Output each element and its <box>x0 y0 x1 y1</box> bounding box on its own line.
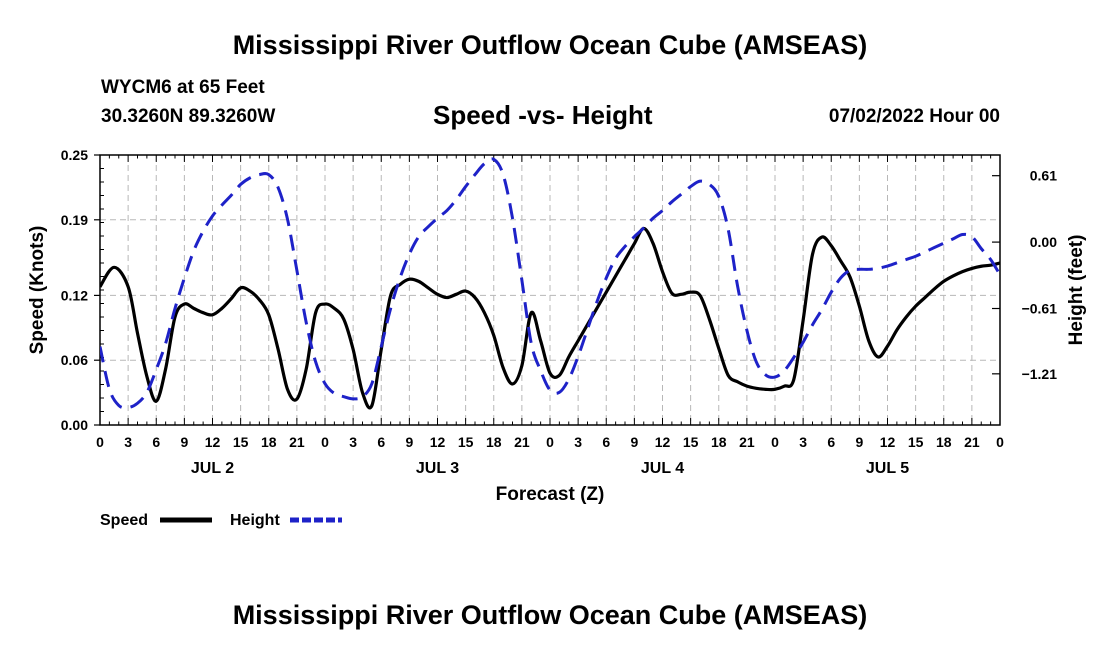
x-tick-label: 0 <box>996 434 1004 450</box>
x-tick-label: 3 <box>799 434 807 450</box>
x-tick-label: 6 <box>602 434 610 450</box>
x-tick-label: 12 <box>655 434 671 450</box>
station-label: WYCM6 at 65 Feet <box>101 77 265 98</box>
x-tick-label: 15 <box>908 434 924 450</box>
x-tick-label: 21 <box>964 434 980 450</box>
x-tick-label: 12 <box>430 434 446 450</box>
day-label: JUL 5 <box>866 460 909 477</box>
day-label: JUL 4 <box>641 460 684 477</box>
y2-tick-label: −0.61 <box>1022 301 1058 317</box>
series-line-height <box>100 157 1000 410</box>
x-tick-label: 21 <box>739 434 755 450</box>
y2-tick-label: 0.00 <box>1030 234 1057 250</box>
day-label: JUL 2 <box>191 460 234 477</box>
x-tick-label: 6 <box>827 434 835 450</box>
series-line-speed <box>100 226 1000 410</box>
x-tick-label: 9 <box>180 434 188 450</box>
legend-label-height: Height <box>230 512 280 529</box>
x-tick-label: 12 <box>205 434 221 450</box>
y2-tick-label: −1.21 <box>1022 366 1058 382</box>
x-tick-label: 18 <box>486 434 502 450</box>
y2-axis-title: Height (feet) <box>1066 235 1087 346</box>
x-tick-label: 3 <box>574 434 582 450</box>
x-tick-label: 18 <box>936 434 952 450</box>
chart-subtitle: Speed -vs- Height <box>433 100 653 130</box>
x-tick-label: 15 <box>683 434 699 450</box>
x-tick-label: 15 <box>458 434 474 450</box>
y-tick-label: 0.00 <box>61 417 88 433</box>
x-tick-label: 21 <box>289 434 305 450</box>
y-axis-title: Speed (Knots) <box>27 226 48 355</box>
x-tick-label: 3 <box>349 434 357 450</box>
x-tick-label: 12 <box>880 434 896 450</box>
x-tick-label: 18 <box>711 434 727 450</box>
x-axis-title: Forecast (Z) <box>496 484 605 505</box>
y-tick-label: 0.25 <box>61 147 88 163</box>
x-tick-label: 0 <box>771 434 779 450</box>
x-tick-label: 15 <box>233 434 249 450</box>
coordinates-label: 30.3260N 89.3260W <box>101 106 276 127</box>
x-tick-label: 6 <box>377 434 385 450</box>
y-tick-label: 0.12 <box>61 287 88 303</box>
x-tick-label: 9 <box>630 434 638 450</box>
forecast-datetime: 07/02/2022 Hour 00 <box>828 106 1000 127</box>
x-tick-label: 21 <box>514 434 530 450</box>
x-tick-label: 0 <box>96 434 104 450</box>
x-tick-label: 18 <box>261 434 277 450</box>
x-tick-label: 9 <box>405 434 413 450</box>
footer-title: Mississippi River Outflow Ocean Cube (AM… <box>232 600 868 630</box>
x-tick-label: 0 <box>321 434 329 450</box>
legend-label-speed: Speed <box>100 512 148 529</box>
day-label: JUL 3 <box>416 460 459 477</box>
y-tick-label: 0.06 <box>61 352 88 368</box>
x-tick-label: 9 <box>855 434 863 450</box>
y-tick-label: 0.19 <box>61 212 88 228</box>
speed-height-chart: 0 3 6 9 12 15 18 21 0 3 6 9 12 15 18 21 0 3 6 9 12 15 18 21 0 3 6 9… <box>27 147 1087 529</box>
chart-title: Mississippi River Outflow Ocean Cube (AM… <box>232 30 868 60</box>
x-tick-label: 0 <box>546 434 554 450</box>
y2-tick-label: 0.61 <box>1030 168 1057 184</box>
x-tick-label: 3 <box>124 434 132 450</box>
x-tick-label: 6 <box>152 434 160 450</box>
